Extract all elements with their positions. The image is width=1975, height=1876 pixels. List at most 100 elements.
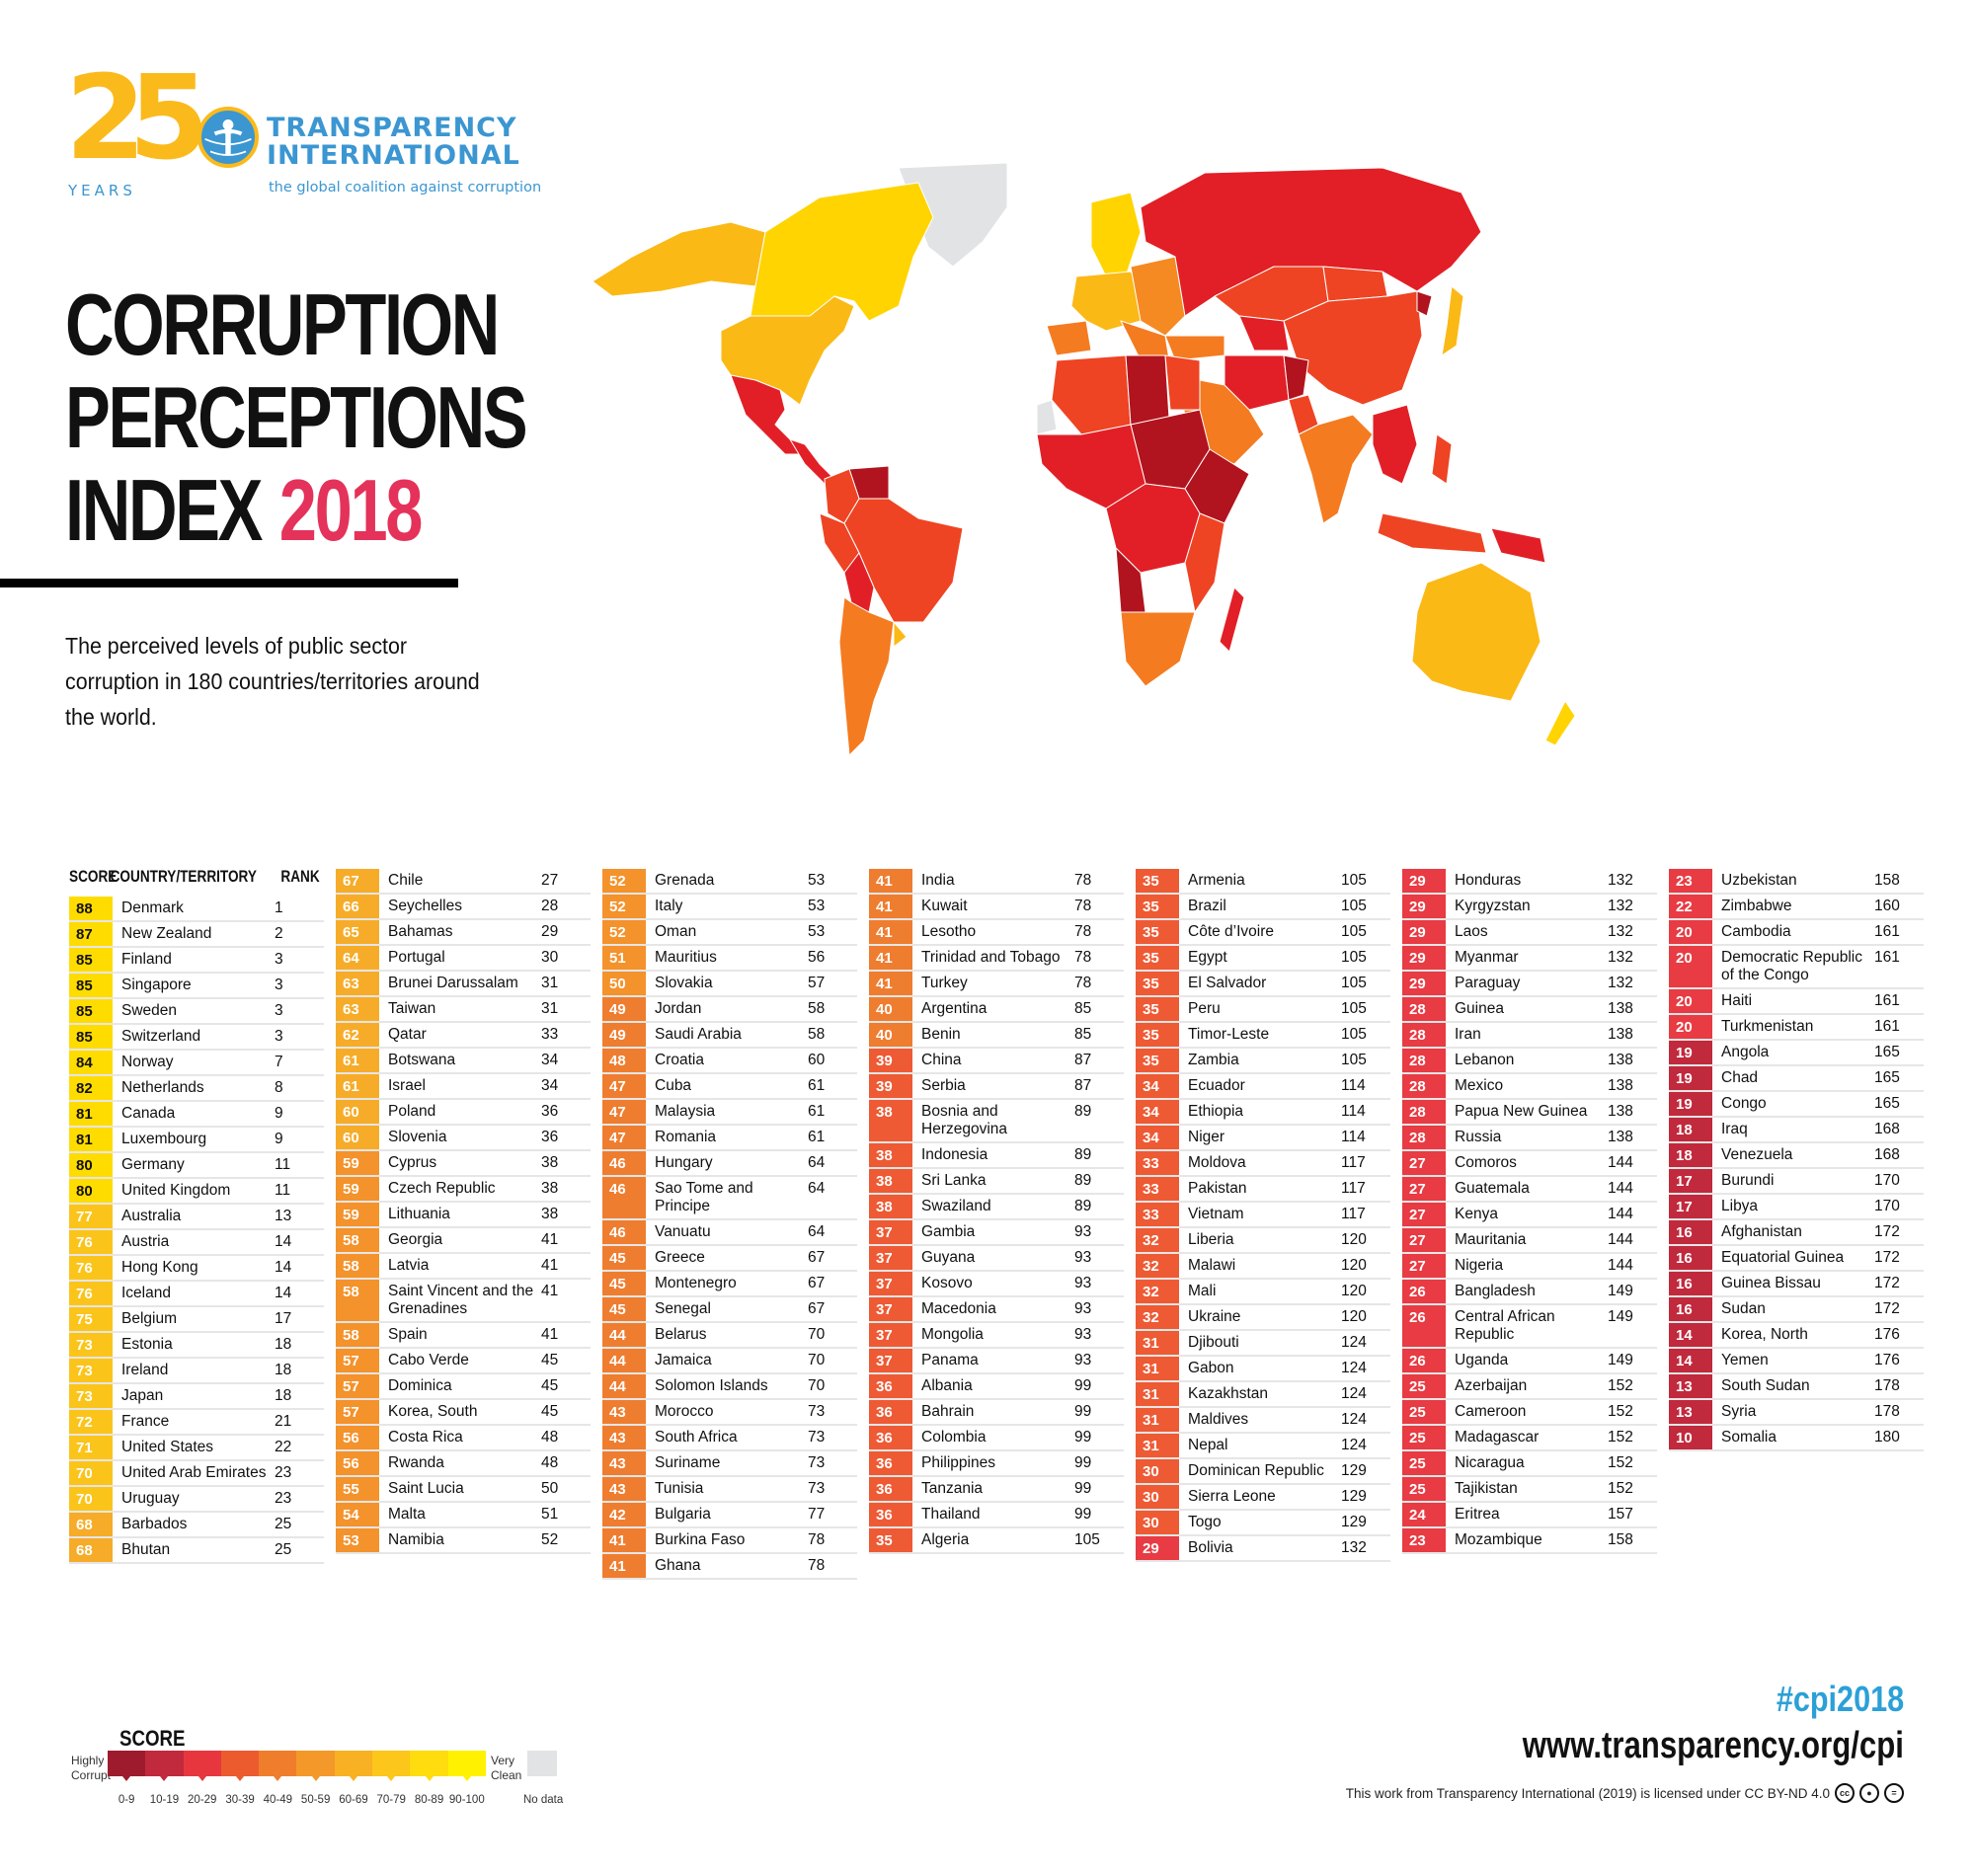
country-cell: Costa Rica: [388, 1429, 463, 1446]
table-row: 20 Democratic Republic of the Congo 161: [1669, 946, 1924, 989]
rank-cell: 152: [1608, 1429, 1633, 1446]
country-cell: Swaziland: [921, 1198, 991, 1214]
world-choropleth-map: [592, 162, 1576, 756]
table-row: 37 Gambia 93: [869, 1220, 1124, 1246]
country-cell: Iraq: [1721, 1121, 1748, 1137]
rank-cell: 144: [1608, 1154, 1633, 1171]
score-cell: 85: [69, 999, 113, 1023]
score-cell: 20: [1669, 920, 1712, 944]
score-cell: 17: [1669, 1195, 1712, 1218]
country-cell: Ukraine: [1188, 1308, 1241, 1325]
rank-cell: 114: [1341, 1103, 1366, 1120]
legend-band-40-49: [259, 1751, 297, 1781]
table-row: 38 Indonesia 89: [869, 1143, 1124, 1169]
score-cell: 38: [869, 1143, 912, 1167]
country-cell: Belarus: [655, 1326, 707, 1343]
score-cell: 40: [869, 1023, 912, 1047]
rank-cell: 29: [541, 923, 559, 940]
table-row: 10 Somalia 180: [1669, 1426, 1924, 1451]
country-cell: Cyprus: [388, 1154, 437, 1171]
score-cell: 42: [602, 1503, 646, 1526]
rank-cell: 38: [541, 1180, 559, 1197]
table-row: 36 Thailand 99: [869, 1503, 1124, 1528]
table-row: 36 Bahrain 99: [869, 1400, 1124, 1426]
table-column-7: 23 Uzbekistan 158 22 Zimbabwe 160 20 Cambodia 16…: [1669, 869, 1924, 1451]
table-row: 36 Tanzania 99: [869, 1477, 1124, 1503]
country-cell: Maldives: [1188, 1411, 1249, 1428]
org-name: TRANSPARENCY INTERNATIONAL: [267, 113, 520, 171]
rank-cell: 180: [1874, 1429, 1900, 1446]
table-row: 25 Azerbaijan 152: [1402, 1374, 1657, 1400]
score-cell: 70: [69, 1461, 113, 1485]
table-row: 61 Israel 34: [336, 1074, 591, 1100]
score-cell: 76: [69, 1230, 113, 1254]
score-cell: 45: [602, 1297, 646, 1321]
rank-cell: 132: [1608, 923, 1633, 940]
country-cell: Suriname: [655, 1454, 721, 1471]
country-cell: China: [921, 1052, 962, 1068]
hashtag-link[interactable]: #cpi2018: [1776, 1679, 1904, 1719]
rank-cell: 78: [808, 1557, 826, 1574]
country-cell: Madagascar: [1455, 1429, 1540, 1446]
country-cell: Colombia: [921, 1429, 987, 1446]
country-cell: Moldova: [1188, 1154, 1246, 1171]
title-year: 2018: [278, 461, 424, 559]
website-link[interactable]: www.transparency.org/cpi: [1522, 1725, 1904, 1766]
table-row: 45 Montenegro 67: [602, 1272, 857, 1297]
table-row: 31 Djibouti 124: [1136, 1331, 1390, 1357]
table-row: 39 China 87: [869, 1049, 1124, 1074]
rank-cell: 105: [1341, 923, 1367, 940]
table-row: 38 Swaziland 89: [869, 1195, 1124, 1220]
score-cell: 28: [1402, 1100, 1446, 1124]
score-cell: 25: [1402, 1426, 1446, 1449]
table-row: 16 Afghanistan 172: [1669, 1220, 1924, 1246]
country-cell: Honduras: [1455, 872, 1522, 889]
header-country: COUNTRY/TERRITORY: [110, 867, 257, 886]
country-cell: Kenya: [1455, 1206, 1498, 1222]
rank-cell: 144: [1608, 1257, 1633, 1274]
score-cell: 60: [336, 1100, 379, 1124]
score-cell: 39: [869, 1074, 912, 1098]
country-cell: Saint Vincent and the Grenadines: [388, 1283, 534, 1317]
rank-cell: 120: [1341, 1308, 1367, 1325]
table-row: 47 Romania 61: [602, 1126, 857, 1151]
score-cell: 37: [869, 1220, 912, 1244]
table-row: 31 Maldives 124: [1136, 1408, 1390, 1434]
score-cell: 37: [869, 1272, 912, 1295]
country-cell: Russia: [1455, 1129, 1502, 1145]
table-row: 27 Kenya 144: [1402, 1203, 1657, 1228]
table-row: 45 Greece 67: [602, 1246, 857, 1272]
rank-cell: 172: [1874, 1300, 1900, 1317]
table-row: 18 Venezuela 168: [1669, 1143, 1924, 1169]
country-cell: Venezuela: [1721, 1146, 1793, 1163]
country-cell: Cameroon: [1455, 1403, 1527, 1420]
country-cell: Haiti: [1721, 992, 1753, 1009]
rank-cell: 172: [1874, 1275, 1900, 1291]
rank-cell: 138: [1608, 1052, 1633, 1068]
country-cell: Kyrgyzstan: [1455, 898, 1531, 914]
license-text: This work from Transparency Internationa…: [1345, 1785, 1830, 1801]
table-row: 57 Dominica 45: [336, 1374, 591, 1400]
score-cell: 32: [1136, 1228, 1179, 1252]
rank-cell: 11: [275, 1182, 291, 1199]
table-row: 28 Mexico 138: [1402, 1074, 1657, 1100]
table-row: 23 Mozambique 158: [1402, 1528, 1657, 1554]
rank-cell: 58: [808, 1026, 826, 1043]
table-row: 77 Australia 13: [69, 1205, 324, 1230]
table-row: 59 Lithuania 38: [336, 1203, 591, 1228]
rank-cell: 149: [1608, 1283, 1633, 1299]
table-row: 50 Slovakia 57: [602, 972, 857, 997]
table-row: 76 Iceland 14: [69, 1282, 324, 1307]
score-cell: 60: [336, 1126, 379, 1149]
table-row: 28 Russia 138: [1402, 1126, 1657, 1151]
table-row: 29 Myanmar 132: [1402, 946, 1657, 972]
rank-cell: 78: [1074, 872, 1092, 889]
score-cell: 30: [1136, 1511, 1179, 1534]
table-row: 27 Nigeria 144: [1402, 1254, 1657, 1280]
country-cell: Morocco: [655, 1403, 714, 1420]
table-row: 26 Central African Republic 149: [1402, 1305, 1657, 1349]
score-cell: 36: [869, 1477, 912, 1501]
table-row: 41 Turkey 78: [869, 972, 1124, 997]
table-row: 27 Guatemala 144: [1402, 1177, 1657, 1203]
table-row: 47 Cuba 61: [602, 1074, 857, 1100]
